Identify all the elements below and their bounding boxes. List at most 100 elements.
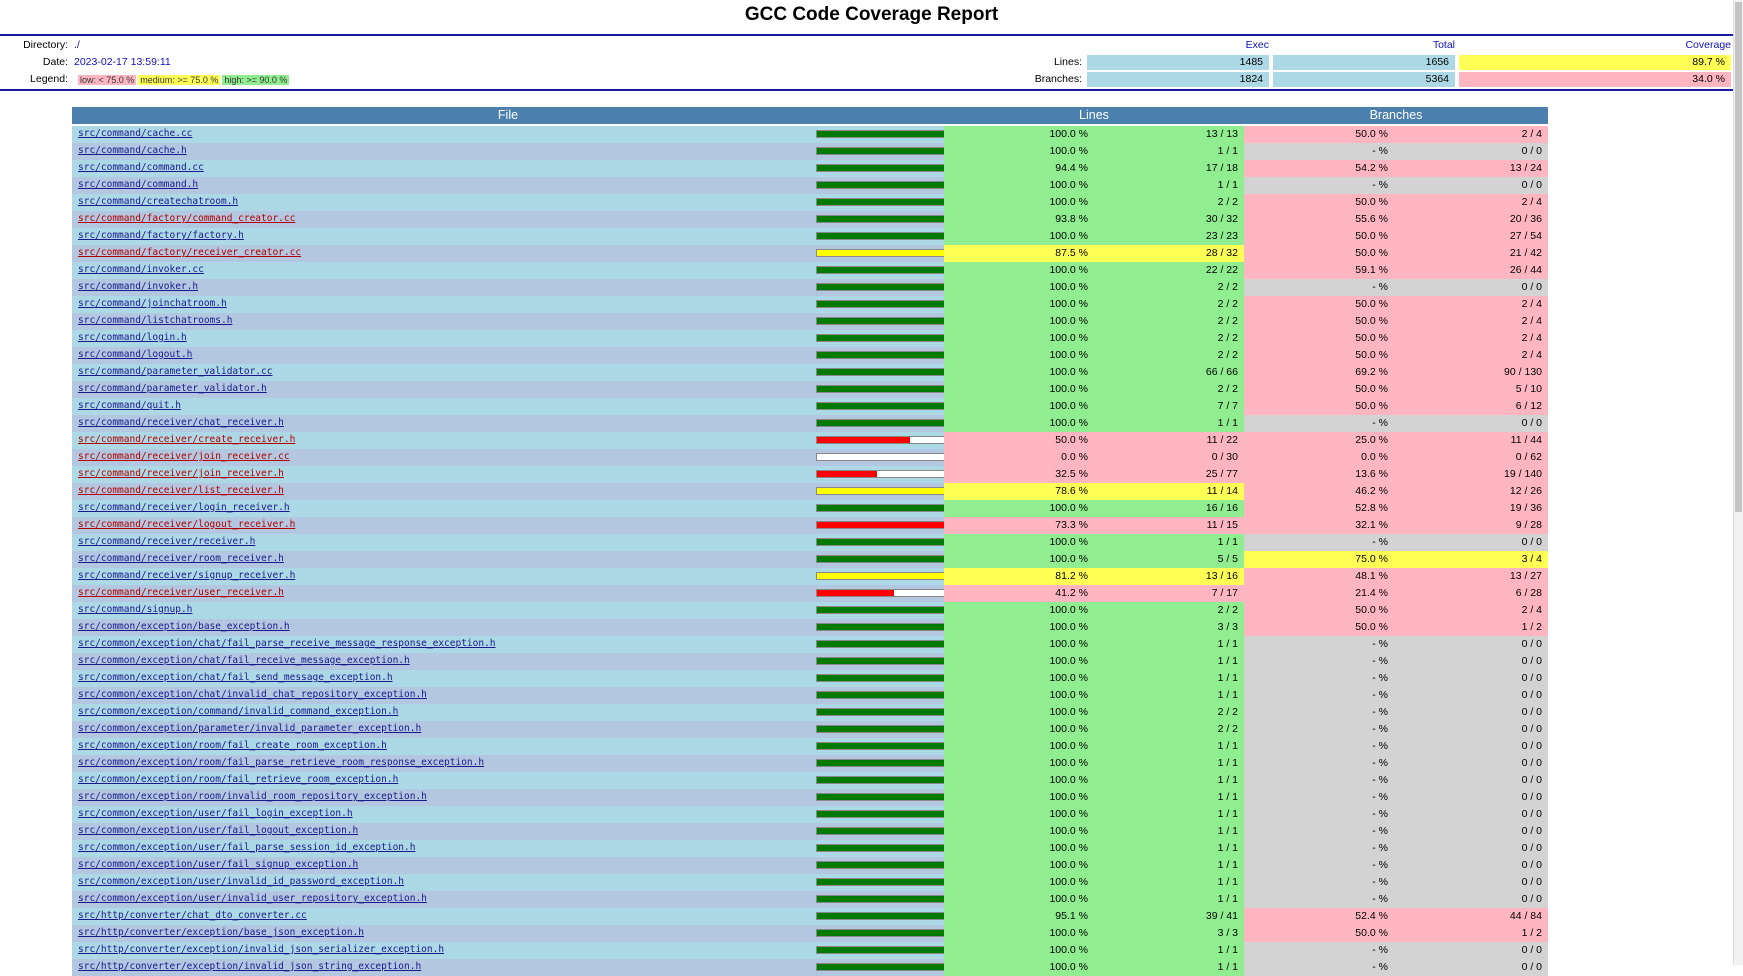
coverage-bar-fill: [817, 794, 1003, 800]
header-branches: Branches: [1369, 108, 1423, 122]
branches-percent: - %: [1244, 738, 1394, 755]
lines-percent: 100.0 %: [944, 228, 1094, 245]
file-link[interactable]: src/common/exception/user/fail_login_exc…: [78, 808, 353, 819]
legend: low: < 75.0 % medium: >= 75.0 % high: >= 9…: [78, 74, 291, 86]
lines-ratio: 1 / 1: [1094, 653, 1244, 670]
vertical-scrollbar[interactable]: [1733, 0, 1743, 965]
file-link[interactable]: src/common/exception/user/fail_signup_ex…: [78, 859, 359, 870]
file-link[interactable]: src/command/createchatroom.h: [78, 196, 239, 207]
file-link[interactable]: src/command/receiver/receiver.h: [78, 536, 256, 547]
file-link[interactable]: src/common/exception/chat/invalid_chat_r…: [78, 689, 427, 700]
branches-ratio: 5 / 10: [1394, 381, 1548, 398]
summary-lines-coverage: 89.7 %: [1459, 55, 1731, 70]
file-link[interactable]: src/command/command.h: [78, 179, 199, 190]
file-link[interactable]: src/command/quit.h: [78, 400, 181, 411]
file-link[interactable]: src/http/converter/chat_dto_converter.cc: [78, 910, 307, 921]
lines-percent: 100.0 %: [944, 313, 1094, 330]
coverage-bar-fill: [817, 301, 1003, 307]
file-link[interactable]: src/command/listchatrooms.h: [78, 315, 233, 326]
file-link[interactable]: src/common/exception/base_exception.h: [78, 621, 290, 632]
file-link[interactable]: src/http/converter/exception/invalid_jso…: [78, 961, 422, 972]
branches-ratio: 0 / 0: [1394, 177, 1548, 194]
branches-ratio: 12 / 26: [1394, 483, 1548, 500]
table-row: src/command/receiver/create_receiver.h 50…: [72, 432, 1548, 449]
branches-ratio: 2 / 4: [1394, 602, 1548, 619]
date-value: 2023-02-17 13:59:11: [74, 56, 171, 68]
file-link[interactable]: src/command/receiver/user_receiver.h: [78, 587, 284, 598]
lines-ratio: 22 / 22: [1094, 262, 1244, 279]
file-link[interactable]: src/command/receiver/join_receiver.cc: [78, 451, 290, 462]
file-link[interactable]: src/command/invoker.cc: [78, 264, 204, 275]
branches-percent: 50.0 %: [1244, 381, 1394, 398]
file-link[interactable]: src/command/command.cc: [78, 162, 204, 173]
coverage-bar-fill: [817, 284, 1003, 290]
file-link[interactable]: src/command/parameter_validator.cc: [78, 366, 273, 377]
lines-ratio: 3 / 3: [1094, 619, 1244, 636]
file-link[interactable]: src/command/logout.h: [78, 349, 193, 360]
summary-total-header: Total: [1432, 39, 1455, 51]
file-link[interactable]: src/command/factory/receiver_creator.cc: [78, 247, 302, 258]
table-row: src/common/exception/user/fail_login_exc…: [72, 806, 1548, 823]
file-link[interactable]: src/command/cache.cc: [78, 128, 193, 139]
branches-percent: - %: [1244, 636, 1394, 653]
file-link[interactable]: src/command/receiver/chat_receiver.h: [78, 417, 284, 428]
table-row: src/common/exception/chat/invalid_chat_r…: [72, 687, 1548, 704]
scrollbar-thumb[interactable]: [1735, 2, 1742, 512]
file-link[interactable]: src/common/exception/room/fail_retrieve_…: [78, 774, 399, 785]
lines-ratio: 1 / 1: [1094, 415, 1244, 432]
branches-percent: - %: [1244, 772, 1394, 789]
lines-ratio: 17 / 18: [1094, 160, 1244, 177]
branches-ratio: 44 / 84: [1394, 908, 1548, 925]
file-link[interactable]: src/command/factory/factory.h: [78, 230, 244, 241]
file-link[interactable]: src/command/parameter_validator.h: [78, 383, 267, 394]
file-link[interactable]: src/command/receiver/join_receiver.h: [78, 468, 284, 479]
file-link[interactable]: src/command/receiver/room_receiver.h: [78, 553, 284, 564]
coverage-bar-fill: [817, 862, 1003, 868]
file-link[interactable]: src/command/signup.h: [78, 604, 193, 615]
file-link[interactable]: src/command/receiver/list_receiver.h: [78, 485, 284, 496]
lines-ratio: 11 / 14: [1094, 483, 1244, 500]
coverage-bar-fill: [817, 896, 1003, 902]
file-link[interactable]: src/command/receiver/signup_receiver.h: [78, 570, 296, 581]
file-link[interactable]: src/http/converter/exception/invalid_jso…: [78, 944, 445, 955]
file-link[interactable]: src/common/exception/room/fail_create_ro…: [78, 740, 387, 751]
file-link[interactable]: src/command/cache.h: [78, 145, 187, 156]
file-link[interactable]: src/common/exception/room/fail_parse_ret…: [78, 757, 485, 768]
file-link[interactable]: src/common/exception/chat/fail_parse_rec…: [78, 638, 496, 649]
table-row: src/command/quit.h 100.0 % 7 / 7 50.0 % 6 / …: [72, 398, 1548, 415]
lines-ratio: 7 / 17: [1094, 585, 1244, 602]
branches-percent: - %: [1244, 704, 1394, 721]
file-link[interactable]: src/common/exception/chat/fail_receive_m…: [78, 655, 410, 666]
table-row: src/command/factory/factory.h 100.0 % 23 /…: [72, 228, 1548, 245]
file-link[interactable]: src/common/exception/chat/fail_send_mess…: [78, 672, 393, 683]
file-link[interactable]: src/common/exception/user/invalid_user_r…: [78, 893, 427, 904]
file-link[interactable]: src/command/receiver/logout_receiver.h: [78, 519, 296, 530]
branches-ratio: 0 / 0: [1394, 143, 1548, 160]
file-link[interactable]: src/command/factory/command_creator.cc: [78, 213, 296, 224]
lines-percent: 100.0 %: [944, 789, 1094, 806]
lines-ratio: 1 / 1: [1094, 840, 1244, 857]
branches-percent: 54.2 %: [1244, 160, 1394, 177]
file-link[interactable]: src/common/exception/user/fail_logout_ex…: [78, 825, 359, 836]
branches-percent: 75.0 %: [1244, 551, 1394, 568]
file-link[interactable]: src/common/exception/room/invalid_room_r…: [78, 791, 427, 802]
summary-branches-coverage: 34.0 %: [1459, 72, 1731, 87]
table-row: src/command/signup.h 100.0 % 2 / 2 50.0 % 2 …: [72, 602, 1548, 619]
file-link[interactable]: src/command/receiver/login_receiver.h: [78, 502, 290, 513]
lines-ratio: 1 / 1: [1094, 738, 1244, 755]
file-link[interactable]: src/common/exception/parameter/invalid_p…: [78, 723, 422, 734]
table-row: src/command/command.h 100.0 % 1 / 1- % 0 / …: [72, 177, 1548, 194]
table-row: src/command/cache.h 100.0 % 1 / 1- % 0 / 0: [72, 143, 1548, 160]
file-link[interactable]: src/command/login.h: [78, 332, 187, 343]
file-link[interactable]: src/common/exception/user/invalid_id_pas…: [78, 876, 405, 887]
summary-coverage-header: Coverage: [1685, 39, 1731, 51]
file-link[interactable]: src/common/exception/command/invalid_com…: [78, 706, 399, 717]
file-link[interactable]: src/command/joinchatroom.h: [78, 298, 227, 309]
coverage-bar-fill: [817, 335, 1003, 341]
coverage-bar-fill: [817, 182, 1003, 188]
file-link[interactable]: src/command/receiver/create_receiver.h: [78, 434, 296, 445]
table-row: src/common/exception/command/invalid_com…: [72, 704, 1548, 721]
file-link[interactable]: src/http/converter/exception/base_json_e…: [78, 927, 364, 938]
file-link[interactable]: src/common/exception/user/fail_parse_ses…: [78, 842, 416, 853]
file-link[interactable]: src/command/invoker.h: [78, 281, 199, 292]
